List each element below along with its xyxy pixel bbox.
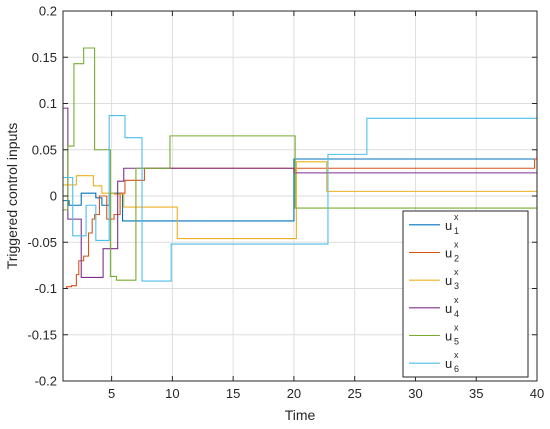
series-u5-line: [63, 47, 537, 281]
x-tick-label: 5: [108, 386, 115, 401]
legend-label-u6: ux 6: [445, 350, 459, 374]
series-u3-line: [63, 161, 537, 240]
y-tick-label: -0.1: [35, 281, 57, 296]
x-tick-label: 30: [408, 386, 422, 401]
legend-box: [402, 210, 529, 378]
x-tick-label: 35: [469, 386, 483, 401]
x-axis-label: Time: [285, 407, 316, 423]
y-tick-label: -0.2: [35, 374, 57, 389]
legend-label-u3: ux 3: [445, 267, 459, 291]
y-axis-label: Triggered control inputs: [4, 123, 20, 270]
ticks: 5 10 15 20 25 30 35 40 -0.2 -0.15 -0.1 -0.05 0 0.05 0.…: [27, 4, 544, 402]
x-tick-label: 20: [287, 386, 301, 401]
y-tick-label: -0.05: [27, 235, 57, 250]
legend-label-u1: ux 1: [445, 212, 459, 236]
plot-lines: [63, 47, 538, 290]
x-tick-label: 25: [347, 386, 361, 401]
legend: ux 1 ux 2 ux 3 ux 4 ux 5 ux 6: [402, 210, 529, 378]
y-tick-label: 0.15: [32, 50, 57, 65]
x-tick-label: 40: [530, 386, 544, 401]
x-tick-label: 15: [226, 386, 240, 401]
y-tick-label: -0.15: [27, 327, 57, 342]
legend-label-u5: ux 5: [445, 323, 459, 347]
legend-label-u4: ux 4: [445, 295, 459, 319]
series-u6-line: [63, 114, 537, 282]
y-tick-label: 0: [50, 189, 57, 204]
y-tick-label: 0.2: [39, 4, 57, 19]
x-tick-label: 10: [165, 386, 179, 401]
y-tick-label: 0.05: [32, 142, 57, 157]
legend-label-u2: ux 2: [445, 240, 459, 264]
y-tick-label: 0.1: [39, 96, 57, 111]
series-u1-line: [63, 158, 537, 222]
